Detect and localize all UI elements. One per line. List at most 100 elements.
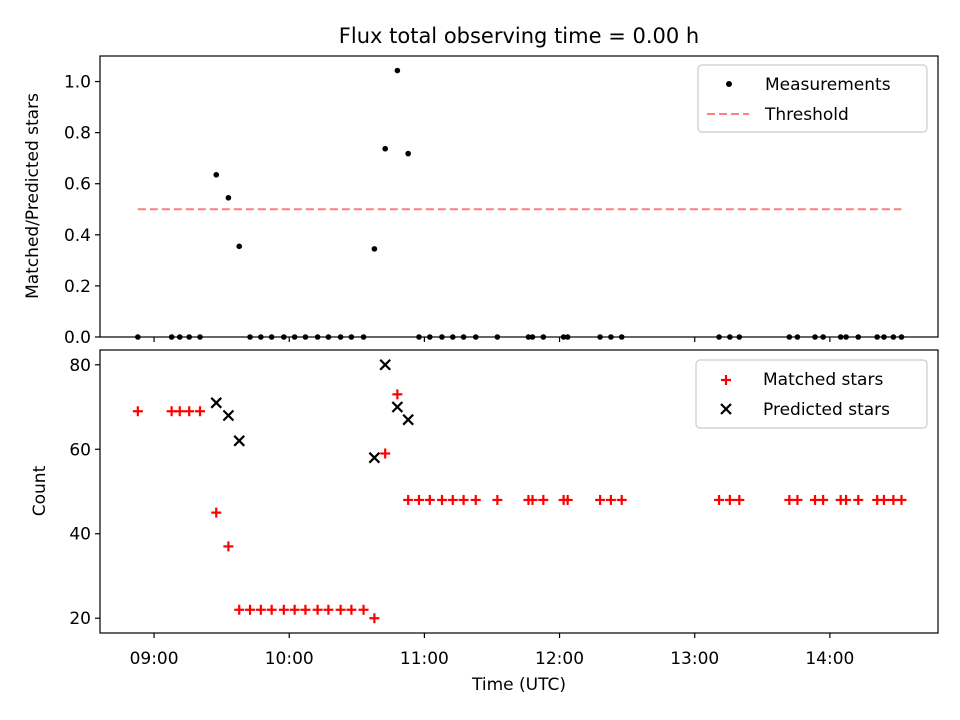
top-panel-frame	[99, 55, 939, 338]
matched-stars-point	[896, 494, 907, 505]
matched-stars-point	[595, 494, 606, 505]
measurement-point	[382, 145, 388, 152]
matched-stars-point	[184, 406, 195, 417]
x-tick-label: 13:00	[670, 649, 719, 669]
predicted-stars-point-b	[391, 401, 404, 413]
predicted-stars-point	[379, 359, 391, 371]
measurement-point	[371, 246, 378, 252]
measurement-point	[236, 243, 243, 250]
measurement-point	[405, 150, 411, 157]
matched-stars-point	[538, 494, 549, 505]
predicted-stars-point	[233, 435, 245, 447]
bottom-panel-marks	[132, 359, 907, 624]
matched-stars-point	[562, 494, 573, 505]
matched-stars-point	[470, 494, 481, 505]
predicted-stars-point-b	[368, 451, 381, 464]
predicted-stars-point	[210, 397, 223, 409]
legend-measurements-marker	[726, 81, 732, 87]
top-legend-box	[697, 64, 928, 133]
predicted-stars-point-b	[210, 397, 223, 409]
predicted-stars-point-b	[233, 435, 245, 447]
matched-stars-point	[436, 494, 447, 505]
matched-stars-point	[853, 494, 864, 505]
matched-stars-point	[734, 494, 745, 505]
legend-measurements-label: Measurements	[765, 75, 891, 95]
matched-stars-point	[245, 604, 256, 615]
x-axis-label: Time (UTC)	[471, 675, 566, 695]
predicted-stars-point	[368, 451, 381, 464]
matched-stars-point	[223, 541, 234, 552]
matched-stars-point	[335, 604, 346, 615]
matched-stars-point	[289, 604, 300, 615]
matched-stars-point	[174, 406, 185, 417]
predicted-stars-point-b	[222, 409, 235, 422]
top-panel-grid-ticks: 0.0 0.2 0.4 0.6 0.8 1.0	[64, 73, 831, 348]
matched-stars-point	[323, 604, 334, 615]
bottom-panel-grid-ticks: 20 40 60 80	[69, 356, 831, 638]
measurement-point	[213, 171, 220, 178]
matched-stars-point	[413, 494, 424, 505]
matched-stars-point	[458, 494, 469, 505]
bottom-y-tick-label: 80	[69, 356, 91, 376]
x-tick-label: 10:00	[265, 649, 314, 669]
matched-stars-point	[211, 507, 222, 518]
top-y-tick-label: 0.6	[64, 175, 91, 195]
x-tick-labels: 09:00 10:00 11:00 12:00 13:00 14:00	[130, 649, 855, 669]
matched-stars-point	[724, 494, 735, 505]
measurement-point	[394, 67, 401, 74]
x-tick-label: 14:00	[805, 649, 854, 669]
matched-stars-point	[527, 494, 538, 505]
predicted-stars-point	[222, 409, 235, 422]
top-y-tick-label: 0.8	[64, 124, 91, 144]
bottom-panel-ylabel: Count	[30, 465, 50, 516]
matched-stars-point	[392, 389, 403, 400]
matched-stars-point	[792, 494, 803, 505]
matched-stars-point	[424, 494, 435, 505]
matched-stars-point	[605, 494, 616, 505]
top-panel: 0.0 0.2 0.4 0.6 0.8 1.0 Matched/Predicted sta…	[23, 55, 939, 348]
bottom-panel: 20 40 60 80 Count Matched stars Predicted s…	[30, 349, 939, 638]
legend-matched-label: Matched stars	[763, 370, 883, 390]
matched-stars-point	[878, 494, 889, 505]
matched-stars-point	[841, 494, 852, 505]
top-panel-ylabel: Matched/Predicted stars	[23, 93, 43, 299]
matched-stars-point	[346, 604, 357, 615]
matched-stars-point	[234, 604, 245, 615]
matched-stars-point	[403, 494, 414, 505]
matched-stars-point	[278, 604, 289, 615]
x-tick-label: 12:00	[535, 649, 584, 669]
legend-predicted-marker	[720, 403, 732, 415]
bottom-legend-box	[695, 359, 928, 429]
matched-stars-point	[492, 494, 503, 505]
bottom-y-tick-label: 40	[69, 525, 91, 545]
x-tick-label: 11:00	[400, 649, 449, 669]
x-tick-label: 09:00	[130, 649, 179, 669]
matched-stars-point	[312, 604, 323, 615]
top-y-tick-label: 0.0	[64, 328, 91, 348]
matched-stars-point	[266, 604, 277, 615]
predicted-stars-point-b	[379, 359, 391, 371]
matched-stars-point	[132, 406, 143, 417]
measurement-point	[225, 194, 232, 201]
bottom-y-tick-label: 20	[69, 609, 91, 629]
top-y-tick-label: 0.4	[64, 226, 91, 246]
matched-stars-point	[358, 604, 369, 615]
top-y-tick-label: 0.2	[64, 277, 91, 297]
predicted-stars-point	[402, 413, 414, 426]
matched-stars-point	[300, 604, 311, 615]
bottom-panel-frame	[99, 349, 939, 634]
legend-threshold-label: Threshold	[764, 105, 849, 125]
predicted-stars-point	[391, 401, 404, 413]
top-panel-legend: Measurements Threshold	[697, 64, 928, 133]
matched-stars-point	[447, 494, 458, 505]
predicted-stars-point-b	[402, 413, 414, 426]
matched-stars-point	[255, 604, 266, 615]
matched-stars-point	[195, 406, 206, 417]
bottom-panel-legend: Matched stars Predicted stars	[695, 359, 928, 429]
bottom-y-tick-label: 60	[69, 440, 91, 460]
chart-title: Flux total observing time = 0.00 h	[339, 24, 699, 48]
legend-matched-marker	[721, 375, 731, 385]
matched-stars-point	[380, 448, 391, 459]
legend-predicted-label: Predicted stars	[763, 400, 890, 420]
